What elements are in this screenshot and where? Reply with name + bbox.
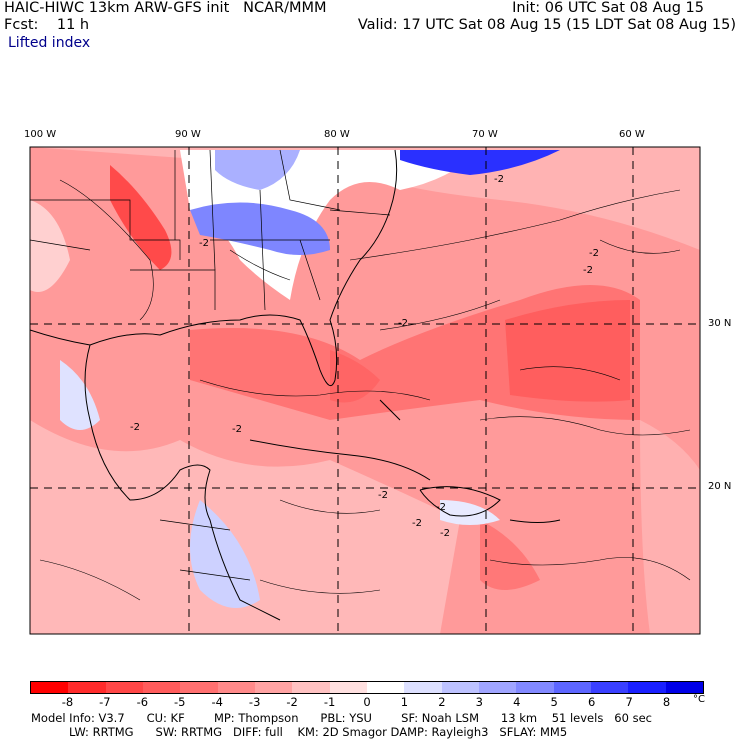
- colorbar-tick-label: 2: [438, 695, 446, 709]
- field-light-hispaniola: [440, 500, 500, 525]
- lon-label-100w: 100 W: [24, 129, 57, 140]
- field-dark-east: [505, 300, 630, 402]
- field-dark-texas: [110, 165, 172, 270]
- contour-label: -2: [440, 528, 450, 539]
- colorbar-cell: [254, 682, 293, 693]
- colorbar-tick-label: -8: [61, 695, 74, 709]
- init-time: Init: 06 UTC Sat 08 Aug 15: [512, 0, 704, 16]
- colorbar-tick-label: 6: [587, 695, 596, 709]
- lon-label-90w: 90 W: [175, 129, 201, 140]
- colorbar-cell: [292, 682, 330, 693]
- colorbar-cell: [142, 682, 181, 693]
- contour-label: -2: [378, 490, 388, 501]
- contour-label: -2: [232, 424, 242, 435]
- colorbar-tick-label: -5: [174, 695, 186, 709]
- colorbar-tick-label: 7: [625, 695, 633, 709]
- colorbar-tick-label: 5: [550, 695, 558, 709]
- field-blue-ohio: [215, 150, 300, 190]
- colorbar-tick-label: -6: [136, 695, 149, 709]
- coastlines: [30, 149, 561, 621]
- field-dark-florida: [330, 350, 380, 403]
- contour-label: -2: [199, 238, 209, 249]
- colorbar-cell: [105, 682, 143, 693]
- colorbar-cell: [366, 682, 405, 693]
- colorbar-tick-label: -3: [248, 695, 261, 709]
- lon-label-60w: 60 W: [619, 129, 645, 140]
- colorbar-cell: [329, 682, 367, 693]
- colorbar-cell: [217, 682, 255, 693]
- plot-title: HAIC-HIWC 13km ARW-GFS init NCAR/MMM: [4, 0, 327, 16]
- field-blue-mexico-coast: [60, 360, 100, 430]
- colorbar-cell: [404, 682, 442, 693]
- colorbar-cell: [628, 682, 666, 693]
- colorbar-cell: [68, 682, 106, 693]
- colorbar-tick-label: -1: [323, 695, 336, 709]
- valid-time: Valid: 17 UTC Sat 08 Aug 15 (15 LDT Sat …: [357, 17, 736, 33]
- lat-label-20n: 20 N: [708, 481, 732, 492]
- colorbar-cell: [590, 682, 629, 693]
- colorbar-cell: [478, 682, 517, 693]
- contour-lines: [39, 179, 691, 601]
- model-info-line2: LW: RRTMG SW: RRTMG DIFF: full KM: 2D Sm…: [69, 725, 568, 739]
- colorbar-tick-label: -2: [286, 695, 298, 709]
- contour-label: -2: [398, 318, 408, 329]
- state-boundaries: [30, 149, 391, 581]
- colorbar-cell: [553, 682, 591, 693]
- colorbar-tick-label: 3: [475, 695, 483, 709]
- field-light-mexico: [30, 200, 70, 292]
- colorbar-tick-label: 4: [513, 695, 521, 709]
- colorbar-tick-label: 0: [363, 695, 371, 709]
- map-frame: [29, 146, 701, 635]
- contour-label: -2: [583, 265, 593, 276]
- colorbar: [30, 681, 704, 694]
- field-name: Lifted index: [8, 35, 91, 51]
- contour-label: -2: [436, 502, 446, 513]
- colorbar-cell: [31, 682, 69, 693]
- lon-label-80w: 80 W: [324, 129, 350, 140]
- forecast-hour: Fcst: 11 h: [4, 17, 90, 33]
- contour-label: -2: [130, 422, 140, 433]
- contour-label: -2: [589, 248, 599, 259]
- field-blue-tennessee: [190, 202, 330, 255]
- contour-label: -2: [494, 174, 504, 185]
- lon-label-70w: 70 W: [472, 129, 498, 140]
- model-info-line1: Model Info: V3.7 CU: KF MP: Thompson PBL…: [31, 711, 652, 725]
- graticule: [30, 147, 700, 634]
- contour-label: -2: [412, 518, 422, 529]
- colorbar-tick-label: -4: [211, 695, 223, 709]
- field-light-southeast: [640, 420, 700, 634]
- colorbar-cell: [665, 682, 703, 693]
- colorbar-tick-label: 1: [400, 695, 409, 709]
- field-light-south: [30, 420, 460, 634]
- colorbar-tick-label: 8: [662, 695, 671, 709]
- field-light-north: [30, 147, 700, 250]
- colorbar-cell: [441, 682, 479, 693]
- lat-label-30n: 30 N: [708, 318, 732, 329]
- colorbar-tick-label: -7: [99, 695, 111, 709]
- field-dark-caribbean: [480, 520, 540, 590]
- field-blue-northeast: [400, 150, 560, 175]
- colorbar-unit: °C: [693, 694, 705, 705]
- colorbar-cell: [516, 682, 554, 693]
- colorbar-cell: [180, 682, 218, 693]
